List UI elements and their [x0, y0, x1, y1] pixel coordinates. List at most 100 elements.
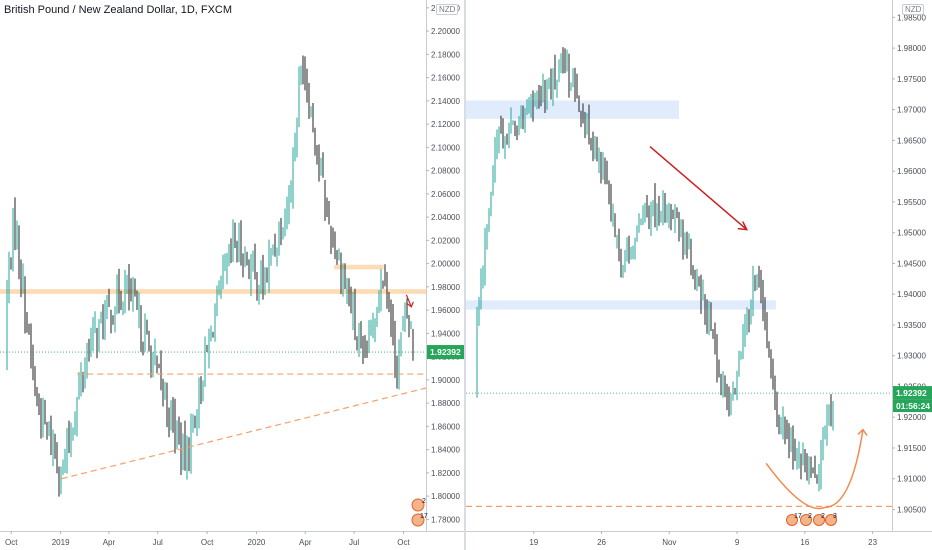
- candle-body: [196, 417, 198, 423]
- candle-body: [64, 461, 66, 465]
- candle-body: [688, 246, 690, 249]
- candle-body: [640, 223, 642, 225]
- candle-body: [476, 314, 478, 392]
- candle-body: [72, 432, 74, 440]
- candle-body: [388, 298, 390, 300]
- candle-body: [708, 314, 710, 327]
- candle-body: [632, 245, 634, 256]
- candle-body: [112, 320, 114, 323]
- candle-body: [378, 302, 380, 307]
- candle-body: [562, 54, 564, 63]
- candle-body: [268, 254, 270, 281]
- candle-body: [182, 436, 184, 460]
- candle-body: [204, 347, 206, 386]
- candle-body: [16, 230, 18, 242]
- candle-body: [514, 121, 516, 127]
- right-chart-canvas[interactable]: 1.905001.910001.915001.920001.925001.930…: [466, 0, 932, 550]
- candle-body: [616, 235, 618, 238]
- candle-body: [624, 256, 626, 267]
- candle-body: [146, 327, 148, 333]
- x-tick-label: Nov: [662, 538, 676, 547]
- x-tick-label: Jul: [153, 538, 163, 547]
- candle-body: [604, 166, 606, 177]
- candle-body: [92, 324, 94, 338]
- candle-body: [272, 252, 274, 254]
- candle-body: [384, 279, 386, 284]
- candle-body: [404, 305, 406, 323]
- y-tick-label: 1.98000: [431, 283, 460, 292]
- x-tick-label: 26: [597, 538, 606, 547]
- candle-body: [364, 347, 366, 355]
- candle-body: [760, 278, 762, 292]
- curve-arrow-head-icon: [857, 428, 868, 436]
- candle-body: [328, 210, 330, 224]
- candle-body: [406, 303, 408, 312]
- y-tick-label: 1.91500: [897, 444, 926, 453]
- y-tick-label: 2.16000: [431, 74, 460, 83]
- y-tick-label: 2.18000: [431, 50, 460, 59]
- candle-body: [356, 337, 358, 344]
- candle-body: [784, 422, 786, 434]
- candle-body: [288, 190, 290, 210]
- y-tick-label: 1.78000: [431, 515, 460, 524]
- candle-body: [336, 257, 338, 259]
- candle-body: [776, 399, 778, 420]
- candle-body: [222, 267, 224, 280]
- candle-body: [360, 336, 362, 346]
- candle-body: [692, 267, 694, 278]
- candle-body: [32, 356, 34, 371]
- candle-body: [322, 165, 324, 178]
- candle-body: [76, 400, 78, 427]
- candle-body: [750, 307, 752, 320]
- x-tick-label: Apr: [103, 538, 116, 547]
- candle-body: [158, 364, 160, 366]
- candle-body: [188, 443, 190, 460]
- candle-body: [220, 278, 222, 284]
- candle-body: [226, 258, 228, 269]
- candle-body: [340, 255, 342, 286]
- candle-body: [796, 457, 798, 460]
- y-tick-label: 2.12000: [431, 120, 460, 129]
- candle-body: [548, 77, 550, 89]
- candle-body: [234, 237, 236, 242]
- right-chart-pane[interactable]: 1.905001.910001.915001.920001.925001.930…: [466, 0, 932, 550]
- candle-body: [598, 152, 600, 159]
- left-chart-pane[interactable]: 1.78000 1.80000 1.82000 1.84000 1.86000 1.880…: [0, 0, 466, 550]
- currency-label-right: NZD: [902, 4, 925, 15]
- candle-body: [636, 225, 638, 242]
- countdown-value: 01:56:24: [896, 401, 930, 411]
- candle-body: [332, 238, 334, 240]
- candle-body: [824, 428, 826, 436]
- candle-body: [84, 367, 86, 381]
- candle-body: [520, 109, 522, 121]
- y-tick-label: 1.90500: [897, 505, 926, 514]
- candle-body: [722, 379, 724, 390]
- candle-body: [166, 396, 168, 412]
- candle-body: [346, 287, 348, 290]
- event-badge-count: 2: [422, 498, 426, 505]
- price-tag: [427, 345, 466, 360]
- candle-body: [122, 305, 124, 311]
- candle-body: [370, 322, 372, 324]
- y-tick-label: 1.93500: [897, 321, 926, 330]
- candle-body: [484, 235, 486, 272]
- candle-body: [578, 96, 580, 110]
- candle-body: [382, 281, 384, 284]
- candle-body: [524, 110, 526, 118]
- candle-body: [738, 353, 740, 369]
- candle-body: [744, 321, 746, 334]
- pane-divider[interactable]: [464, 0, 467, 550]
- candle-body: [312, 109, 314, 130]
- candle-body: [398, 350, 400, 376]
- candle-body: [518, 120, 520, 130]
- candle-body: [694, 280, 696, 286]
- left-chart-canvas[interactable]: 1.78000 1.80000 1.82000 1.84000 1.86000 1.880…: [0, 0, 466, 550]
- candle-body: [210, 327, 212, 338]
- x-tick-label: Jul: [349, 538, 359, 547]
- candle-body: [806, 455, 808, 469]
- candle-body: [828, 407, 830, 419]
- y-tick-label: 1.96000: [431, 306, 460, 315]
- candle-body: [638, 222, 640, 226]
- candle-body: [8, 265, 10, 289]
- candle-body: [58, 468, 60, 481]
